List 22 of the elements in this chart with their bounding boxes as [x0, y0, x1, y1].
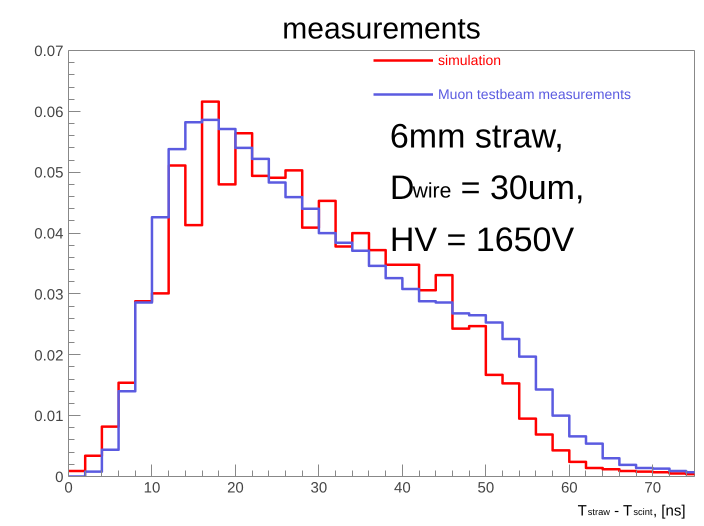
annotation: 6mm straw, [390, 117, 564, 156]
y-tick-label: 0.04 [34, 226, 64, 243]
x-tick-label: 20 [227, 480, 244, 496]
x-tick-label: 10 [144, 480, 160, 496]
y-tick-label: 0.06 [34, 104, 64, 121]
y-tick-label: 0.03 [34, 286, 64, 304]
y-tick-label: 0.05 [34, 164, 64, 182]
chart-title: measurements [282, 12, 481, 46]
x-tick-label: 30 [310, 480, 328, 496]
x-tick-label: 70 [644, 480, 662, 496]
legend-label: Muon testbeam measurements [438, 86, 631, 102]
y-tick-label: 0 [55, 469, 64, 486]
y-tick-label: 0.07 [34, 43, 64, 60]
x-tick-label: 60 [560, 480, 578, 496]
x-tick-label: 40 [394, 480, 411, 496]
annotation: HV = 1650V [390, 220, 574, 259]
y-tick-label: 0.01 [34, 408, 64, 426]
annotation: Dwire = 30um, [390, 169, 584, 208]
x-axis-title: Tstraw - Tscint, [ns] [578, 502, 686, 520]
y-tick-label: 0.02 [34, 347, 64, 364]
x-tick-label: 50 [477, 480, 494, 496]
legend-label: simulation [438, 52, 502, 68]
